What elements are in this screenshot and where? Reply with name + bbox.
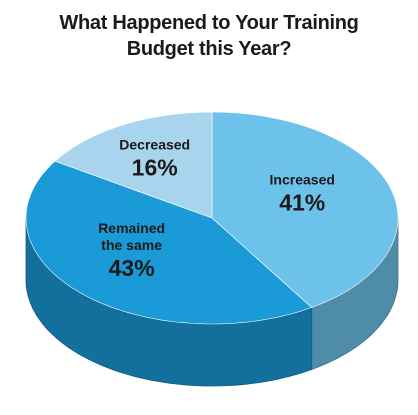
category-label: Increased xyxy=(269,171,335,188)
category-label: Remained the same xyxy=(98,220,166,254)
slice-label: Decreased 16% xyxy=(113,136,197,181)
slice-label: Increased 41% xyxy=(260,171,344,216)
value-label: 43% xyxy=(108,255,155,282)
slice-label: Remained the same 43% xyxy=(90,220,174,282)
slice xyxy=(25,160,313,325)
slice xyxy=(54,111,213,219)
value-label: 41% xyxy=(279,189,326,216)
chart-title: What Happened to Your Training Budget th… xyxy=(59,12,359,60)
category-label: Decreased xyxy=(119,136,191,153)
value-label: 16% xyxy=(131,154,178,181)
slice xyxy=(211,111,399,308)
